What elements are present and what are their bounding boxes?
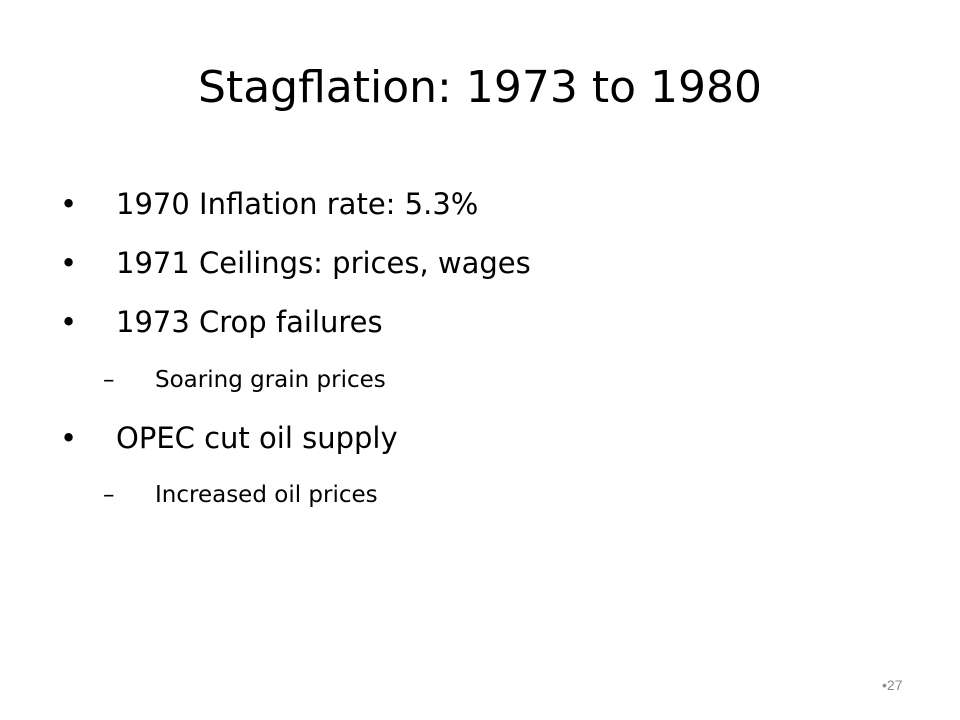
- bullet-text: 1970 Inflation rate: 5.3%: [116, 187, 479, 221]
- bullet-icon: •: [60, 187, 78, 221]
- dash-icon: –: [103, 367, 115, 393]
- bullet-icon: •: [60, 246, 78, 280]
- bullet-text: 1971 Ceilings: prices, wages: [116, 246, 531, 280]
- slide-title: Stagflation: 1973 to 1980: [198, 62, 762, 113]
- sub-bullet-text: Increased oil prices: [155, 482, 378, 508]
- bullet-text: OPEC cut oil supply: [116, 421, 398, 455]
- sub-bullet-text: Soaring grain prices: [155, 367, 386, 393]
- page-number: •27: [882, 677, 903, 693]
- bullet-icon: •: [60, 305, 78, 339]
- dash-icon: –: [103, 482, 115, 508]
- bullet-text: 1973 Crop failures: [116, 305, 383, 339]
- bullet-icon: •: [60, 421, 78, 455]
